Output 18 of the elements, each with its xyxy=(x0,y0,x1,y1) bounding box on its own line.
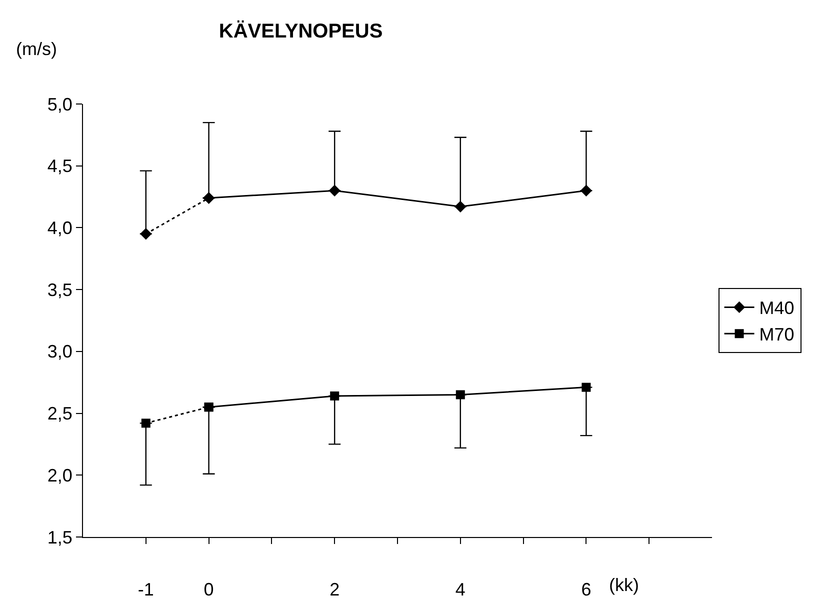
y-tick-label: 4,0 xyxy=(47,218,72,238)
y-tick-label: 4,5 xyxy=(47,156,72,176)
y-tick-label: 3,5 xyxy=(47,280,72,300)
x-axis-title: (kk) xyxy=(609,575,639,595)
y-tick-label: 2,0 xyxy=(47,465,72,486)
x-tick-label: 4 xyxy=(455,580,466,600)
legend-label: M40 xyxy=(759,298,794,318)
y-tick-label: 1,5 xyxy=(47,527,72,548)
y-tick-label: 5,0 xyxy=(47,94,72,114)
x-tick-label: 6 xyxy=(581,580,592,600)
x-tick-label: 0 xyxy=(204,580,214,600)
y-tick-label: 3,0 xyxy=(47,342,72,362)
x-tick-label: 2 xyxy=(330,580,340,600)
legend-label: M70 xyxy=(759,324,794,345)
y-tick-label: 2,5 xyxy=(47,404,72,424)
y-axis-title: (m/s) xyxy=(16,39,57,59)
chart-title: KÄVELYNOPEUS xyxy=(218,20,383,43)
x-tick-label: -1 xyxy=(138,580,154,600)
